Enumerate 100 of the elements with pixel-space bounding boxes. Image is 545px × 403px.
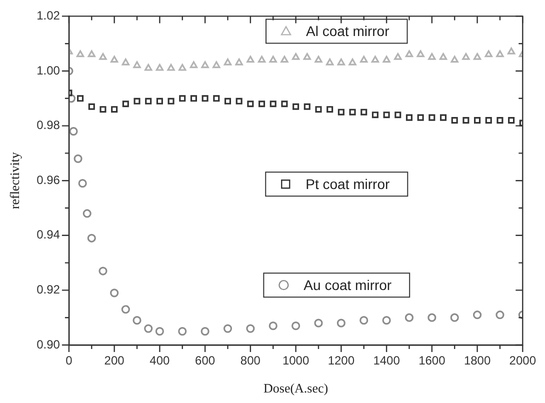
point (155, 327, 164, 336)
y-axis-title: reflectivity (7, 152, 22, 210)
x-tick-label: 400 (150, 354, 170, 368)
point (337, 58, 346, 66)
point (371, 56, 380, 63)
point (202, 95, 208, 102)
point (315, 106, 322, 113)
point (258, 56, 266, 63)
x-tick-label: 1600 (418, 354, 446, 368)
point (167, 64, 175, 71)
point (372, 112, 378, 118)
point (428, 114, 436, 121)
point (213, 95, 220, 102)
point (88, 50, 96, 58)
point (144, 324, 153, 333)
point (236, 98, 242, 104)
point (99, 53, 107, 60)
x-tick-label: 1400 (373, 354, 400, 368)
x-tick-label: 0 (66, 354, 73, 368)
point (508, 117, 515, 124)
point (178, 64, 186, 71)
legend-label: Pt coat mirror (306, 176, 390, 192)
y-tick-label: 0.96 (36, 172, 60, 187)
x-tick-label: 600 (195, 354, 216, 368)
point (338, 108, 344, 116)
point (270, 100, 276, 108)
point (336, 318, 346, 328)
point (326, 58, 334, 66)
legend-label: Au coat mirror (304, 276, 392, 293)
point (110, 56, 118, 63)
y-tick-label: 0.94 (36, 228, 60, 242)
x-tick-label: 1200 (328, 354, 355, 368)
point (200, 327, 210, 336)
point (507, 48, 516, 54)
point (145, 98, 152, 104)
point (304, 103, 310, 110)
point (292, 103, 300, 110)
point (223, 324, 232, 333)
point (281, 100, 288, 108)
x-tick-label: 2000 (509, 354, 536, 368)
point (111, 106, 118, 113)
point (246, 56, 254, 63)
point (450, 313, 459, 322)
point (69, 126, 78, 136)
point (303, 53, 311, 60)
point (450, 56, 458, 63)
y-tick-label: 0.90 (36, 337, 60, 352)
point (383, 112, 390, 118)
point (440, 114, 447, 121)
point (110, 288, 119, 298)
point (382, 56, 390, 63)
x-tick-label: 800 (240, 354, 261, 368)
point (78, 179, 87, 188)
point (314, 56, 322, 63)
point (292, 322, 300, 330)
point (360, 108, 368, 116)
point (382, 316, 391, 325)
point (156, 64, 164, 71)
point (473, 53, 482, 60)
point (404, 313, 414, 322)
point (269, 56, 277, 63)
point (496, 117, 504, 124)
point (406, 114, 413, 121)
x-tick-label: 1000 (282, 354, 310, 368)
point (77, 95, 84, 102)
point (280, 56, 288, 63)
point (428, 53, 436, 60)
point (496, 310, 504, 320)
point (451, 117, 458, 124)
point (190, 61, 198, 68)
y-tick-label: 0.92 (36, 282, 60, 297)
point (201, 61, 209, 68)
point (134, 98, 140, 104)
point (68, 94, 76, 103)
y-tick-label: 1.02 (36, 8, 60, 23)
point (349, 108, 356, 116)
point (405, 50, 414, 58)
point (168, 98, 174, 104)
point (314, 318, 323, 328)
point (224, 98, 232, 104)
point (235, 58, 243, 66)
point (132, 316, 142, 325)
legend-label: Al coat mirror (306, 23, 390, 40)
point (76, 50, 84, 58)
point (100, 106, 106, 113)
point (462, 117, 470, 124)
point (212, 61, 220, 68)
point (98, 266, 108, 276)
point (394, 53, 402, 60)
point (247, 100, 254, 108)
point (360, 56, 368, 63)
point (292, 53, 300, 60)
point (474, 117, 481, 124)
point (462, 53, 470, 60)
point (224, 58, 232, 66)
point (416, 50, 424, 58)
point (178, 327, 187, 336)
point (246, 324, 255, 333)
point (485, 117, 492, 124)
point (268, 322, 278, 330)
